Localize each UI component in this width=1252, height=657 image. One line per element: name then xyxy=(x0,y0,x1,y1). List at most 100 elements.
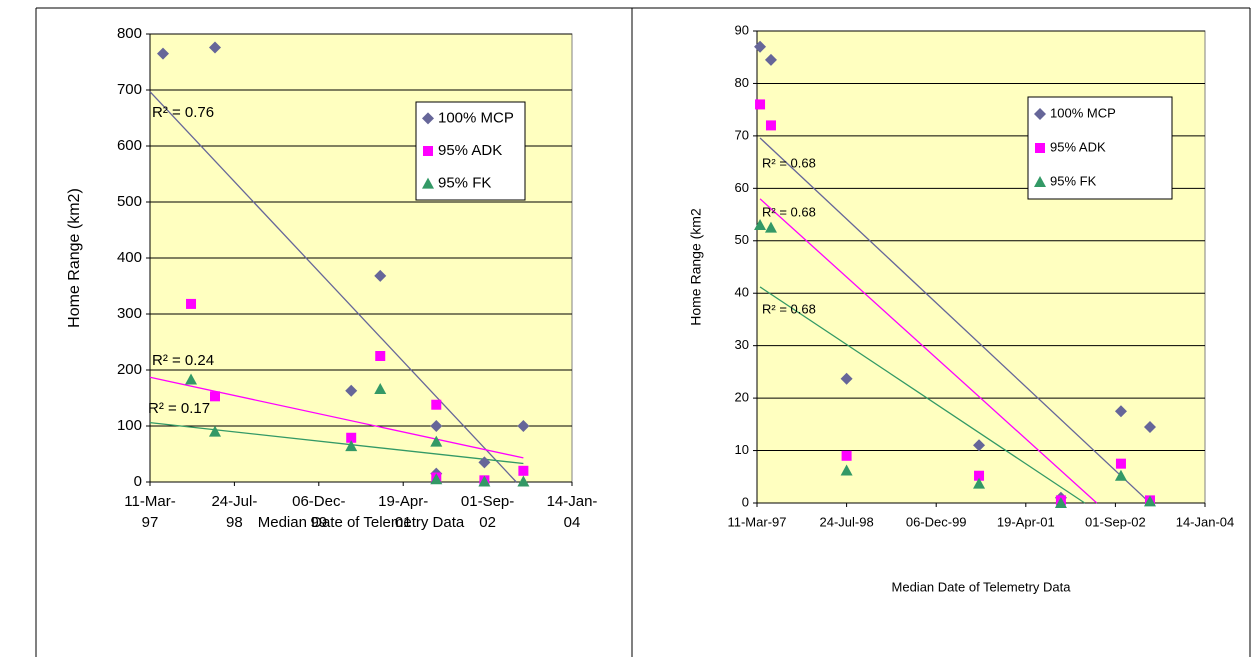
trend-line xyxy=(149,421,524,465)
legend-label: 95% FK xyxy=(1050,173,1097,188)
x-tick-label-line: 06-Dec- xyxy=(292,493,345,510)
y-tick-label: 0 xyxy=(742,494,749,509)
y-tick-label: 30 xyxy=(735,337,749,352)
x-tick-label-line: 04 xyxy=(564,514,581,531)
diamond-marker xyxy=(430,420,443,432)
diamond-marker xyxy=(764,53,777,66)
y-axis-title: Home Range (km2 xyxy=(688,208,704,326)
trend-line xyxy=(759,137,1151,504)
r-squared-label: R² = 0.68 xyxy=(762,155,816,170)
diamond-marker xyxy=(422,112,434,125)
triangle-marker xyxy=(754,219,767,231)
square-marker xyxy=(375,351,386,361)
x-tick-label: 06-Dec-99 xyxy=(906,514,967,529)
y-tick-label: 800 xyxy=(117,25,142,42)
y-tick-label: 300 xyxy=(117,305,142,322)
x-tick-label: 01-Sep- 02 xyxy=(461,493,514,531)
square-marker xyxy=(841,450,852,461)
x-tick-label: 19-Apr- 01 xyxy=(378,493,428,531)
y-tick-label: 10 xyxy=(735,442,749,457)
triangle-marker xyxy=(764,221,777,233)
diamond-marker xyxy=(840,372,853,385)
y-tick-label: 500 xyxy=(117,193,142,210)
x-tick-label-line: 02 xyxy=(479,514,496,531)
y-tick-label: 90 xyxy=(735,22,749,37)
legend-label: 100% MCP xyxy=(438,109,514,126)
diamond-marker xyxy=(374,269,387,282)
y-tick-label: 60 xyxy=(735,180,749,195)
diamond-marker xyxy=(478,456,491,469)
legend-label: 100% MCP xyxy=(1050,105,1116,120)
r-squared-label: R² = 0.68 xyxy=(762,301,816,316)
x-tick-label: 24-Jul-98 xyxy=(819,514,873,529)
square-marker xyxy=(518,465,529,476)
r-squared-label: R² = 0.17 xyxy=(148,400,210,417)
y-tick-label: 40 xyxy=(735,285,749,300)
triangle-marker xyxy=(208,425,221,437)
diamond-marker xyxy=(973,439,986,452)
x-tick-label: 11-Mar-97 xyxy=(124,493,175,531)
diamond-marker xyxy=(1034,108,1046,120)
x-tick-label: 11-Mar-97 xyxy=(727,514,786,529)
y-tick-label: 100 xyxy=(117,417,142,434)
legend-box xyxy=(415,101,526,201)
r-squared-label: R² = 0.24 xyxy=(152,352,214,369)
y-tick-label: 700 xyxy=(117,81,142,98)
square-marker xyxy=(346,432,357,443)
square-marker xyxy=(209,391,220,402)
x-tick-label-line: 24-Jul- xyxy=(211,493,257,510)
square-marker xyxy=(1115,458,1126,469)
trend-line xyxy=(149,91,517,483)
y-tick-label: 80 xyxy=(735,75,749,90)
diamond-marker xyxy=(208,41,221,54)
y-tick-label: 400 xyxy=(117,249,142,266)
square-marker xyxy=(423,146,433,156)
trend-line xyxy=(149,376,524,459)
triangle-marker xyxy=(374,383,387,395)
diamond-marker xyxy=(1114,405,1127,418)
x-tick-label-line: 01-Sep- xyxy=(461,493,514,510)
diamond-marker xyxy=(156,47,169,60)
y-tick-label: 0 xyxy=(134,473,142,490)
triangle-marker xyxy=(345,440,358,452)
x-tick-label-line: 19-Apr- xyxy=(378,493,428,510)
square-marker xyxy=(755,99,766,110)
x-tick-label-line: 01 xyxy=(395,514,412,531)
diamond-marker xyxy=(517,420,530,432)
x-tick-label-line: 14-Jan- xyxy=(547,493,598,510)
x-tick-label-line: 99 xyxy=(310,514,327,531)
x-axis-title: Median Date of Telemetry Data xyxy=(258,514,465,531)
diamond-marker xyxy=(345,384,358,397)
y-tick-label: 200 xyxy=(117,361,142,378)
y-tick-label: 20 xyxy=(735,390,749,405)
y-axis-title: Home Range (km2) xyxy=(66,188,83,328)
x-tick-label: 19-Apr-01 xyxy=(997,514,1055,529)
triangle-marker xyxy=(478,475,491,487)
square-marker xyxy=(1035,143,1045,153)
square-marker xyxy=(765,120,776,131)
r-squared-label: R² = 0.76 xyxy=(152,104,214,121)
triangle-marker xyxy=(430,435,443,447)
triangle-marker xyxy=(1034,176,1046,187)
diamond-marker xyxy=(1143,420,1156,433)
triangle-marker xyxy=(1143,495,1156,507)
triangle-marker xyxy=(185,373,198,385)
x-tick-label: 01-Sep-02 xyxy=(1085,514,1146,529)
square-marker xyxy=(431,399,442,410)
triangle-marker xyxy=(1054,497,1067,508)
y-tick-label: 70 xyxy=(735,127,749,142)
x-tick-label: 14-Jan-04 xyxy=(1176,514,1235,529)
square-marker xyxy=(974,470,985,481)
x-tick-label-line: 97 xyxy=(142,514,159,531)
x-tick-label: 06-Dec- 99 xyxy=(292,493,345,531)
triangle-marker xyxy=(430,473,443,485)
trend-line xyxy=(759,198,1098,504)
triangle-marker xyxy=(973,477,986,489)
triangle-marker xyxy=(1114,469,1127,481)
x-tick-label: 24-Jul-98 xyxy=(211,493,257,531)
x-tick-label: 14-Jan- 04 xyxy=(547,493,598,531)
y-tick-label: 50 xyxy=(735,232,749,247)
legend-label: 95% ADK xyxy=(438,142,502,159)
square-marker xyxy=(186,298,197,309)
